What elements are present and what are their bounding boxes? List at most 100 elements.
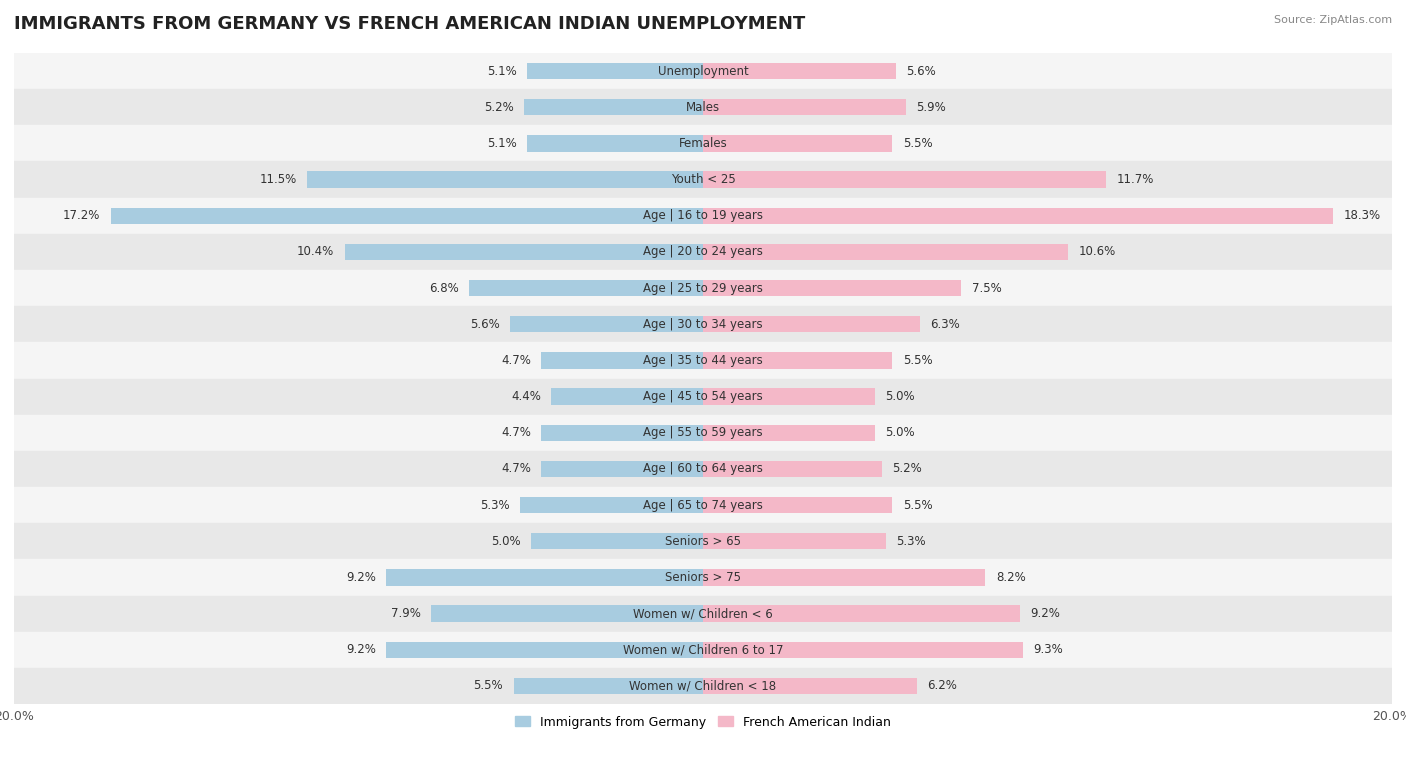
Text: 8.2%: 8.2% <box>995 571 1025 584</box>
Text: 5.5%: 5.5% <box>903 137 932 150</box>
Text: Youth < 25: Youth < 25 <box>671 173 735 186</box>
Text: 5.5%: 5.5% <box>903 499 932 512</box>
Bar <box>468 280 703 296</box>
Text: 18.3%: 18.3% <box>1344 209 1381 223</box>
Text: 5.6%: 5.6% <box>907 64 936 77</box>
Bar <box>703 171 1107 188</box>
Bar <box>307 171 703 188</box>
Bar <box>703 207 1333 224</box>
Bar <box>0 451 1406 487</box>
Bar <box>0 523 1406 559</box>
Text: Age | 55 to 59 years: Age | 55 to 59 years <box>643 426 763 439</box>
Bar <box>0 559 1406 596</box>
Text: 5.3%: 5.3% <box>481 499 510 512</box>
Bar <box>0 89 1406 126</box>
Text: 6.2%: 6.2% <box>927 680 956 693</box>
Text: 4.7%: 4.7% <box>501 354 531 367</box>
Bar <box>703 425 875 441</box>
Text: Age | 25 to 29 years: Age | 25 to 29 years <box>643 282 763 294</box>
Bar <box>551 388 703 405</box>
Text: Age | 45 to 54 years: Age | 45 to 54 years <box>643 390 763 403</box>
Bar <box>387 569 703 586</box>
Text: 5.6%: 5.6% <box>470 318 499 331</box>
Bar <box>0 270 1406 306</box>
Bar <box>111 207 703 224</box>
Text: 5.2%: 5.2% <box>484 101 513 114</box>
Text: 11.7%: 11.7% <box>1116 173 1154 186</box>
Text: Source: ZipAtlas.com: Source: ZipAtlas.com <box>1274 15 1392 25</box>
Text: 9.2%: 9.2% <box>346 571 375 584</box>
Bar <box>703 280 962 296</box>
Text: Age | 65 to 74 years: Age | 65 to 74 years <box>643 499 763 512</box>
Bar <box>0 53 1406 89</box>
Bar <box>703 316 920 332</box>
Bar <box>0 306 1406 342</box>
Bar <box>531 533 703 550</box>
Text: 6.8%: 6.8% <box>429 282 458 294</box>
Bar <box>513 678 703 694</box>
Text: Males: Males <box>686 101 720 114</box>
Text: 5.5%: 5.5% <box>903 354 932 367</box>
Bar <box>527 136 703 151</box>
Text: 5.1%: 5.1% <box>488 137 517 150</box>
Bar <box>703 461 882 477</box>
Text: Women w/ Children < 18: Women w/ Children < 18 <box>630 680 776 693</box>
Text: Age | 16 to 19 years: Age | 16 to 19 years <box>643 209 763 223</box>
Text: Age | 60 to 64 years: Age | 60 to 64 years <box>643 463 763 475</box>
Text: 5.0%: 5.0% <box>886 390 915 403</box>
Bar <box>520 497 703 513</box>
Text: Females: Females <box>679 137 727 150</box>
Text: 7.9%: 7.9% <box>391 607 420 620</box>
Text: Women w/ Children < 6: Women w/ Children < 6 <box>633 607 773 620</box>
Text: 9.2%: 9.2% <box>1031 607 1060 620</box>
Text: 9.3%: 9.3% <box>1033 643 1063 656</box>
Bar <box>703 352 893 369</box>
Text: 4.7%: 4.7% <box>501 463 531 475</box>
Text: 5.2%: 5.2% <box>893 463 922 475</box>
Bar <box>510 316 703 332</box>
Bar <box>344 244 703 260</box>
Bar <box>703 497 893 513</box>
Text: 11.5%: 11.5% <box>259 173 297 186</box>
Bar <box>541 352 703 369</box>
Text: 5.0%: 5.0% <box>886 426 915 439</box>
Bar <box>703 533 886 550</box>
Text: Age | 20 to 24 years: Age | 20 to 24 years <box>643 245 763 258</box>
Bar <box>0 668 1406 704</box>
Bar <box>703 388 875 405</box>
Bar <box>703 642 1024 658</box>
Bar <box>703 569 986 586</box>
Text: 10.6%: 10.6% <box>1078 245 1116 258</box>
Text: 5.9%: 5.9% <box>917 101 946 114</box>
Text: 5.5%: 5.5% <box>474 680 503 693</box>
Text: IMMIGRANTS FROM GERMANY VS FRENCH AMERICAN INDIAN UNEMPLOYMENT: IMMIGRANTS FROM GERMANY VS FRENCH AMERIC… <box>14 15 806 33</box>
Bar <box>703 136 893 151</box>
Legend: Immigrants from Germany, French American Indian: Immigrants from Germany, French American… <box>510 711 896 734</box>
Text: 10.4%: 10.4% <box>297 245 335 258</box>
Text: 4.4%: 4.4% <box>512 390 541 403</box>
Bar <box>703 244 1069 260</box>
Bar <box>0 415 1406 451</box>
Bar <box>0 161 1406 198</box>
Bar <box>0 126 1406 161</box>
Bar <box>0 378 1406 415</box>
Bar <box>541 425 703 441</box>
Text: Unemployment: Unemployment <box>658 64 748 77</box>
Bar <box>430 606 703 621</box>
Bar <box>703 63 896 79</box>
Text: 5.3%: 5.3% <box>896 534 925 548</box>
Bar <box>524 99 703 115</box>
Text: Seniors > 65: Seniors > 65 <box>665 534 741 548</box>
Text: 7.5%: 7.5% <box>972 282 1001 294</box>
Text: 4.7%: 4.7% <box>501 426 531 439</box>
Text: 9.2%: 9.2% <box>346 643 375 656</box>
Text: 6.3%: 6.3% <box>931 318 960 331</box>
Bar <box>0 198 1406 234</box>
Bar <box>0 596 1406 631</box>
Bar <box>0 342 1406 378</box>
Bar <box>703 99 907 115</box>
Bar <box>387 642 703 658</box>
Bar <box>527 63 703 79</box>
Bar <box>541 461 703 477</box>
Text: Women w/ Children 6 to 17: Women w/ Children 6 to 17 <box>623 643 783 656</box>
